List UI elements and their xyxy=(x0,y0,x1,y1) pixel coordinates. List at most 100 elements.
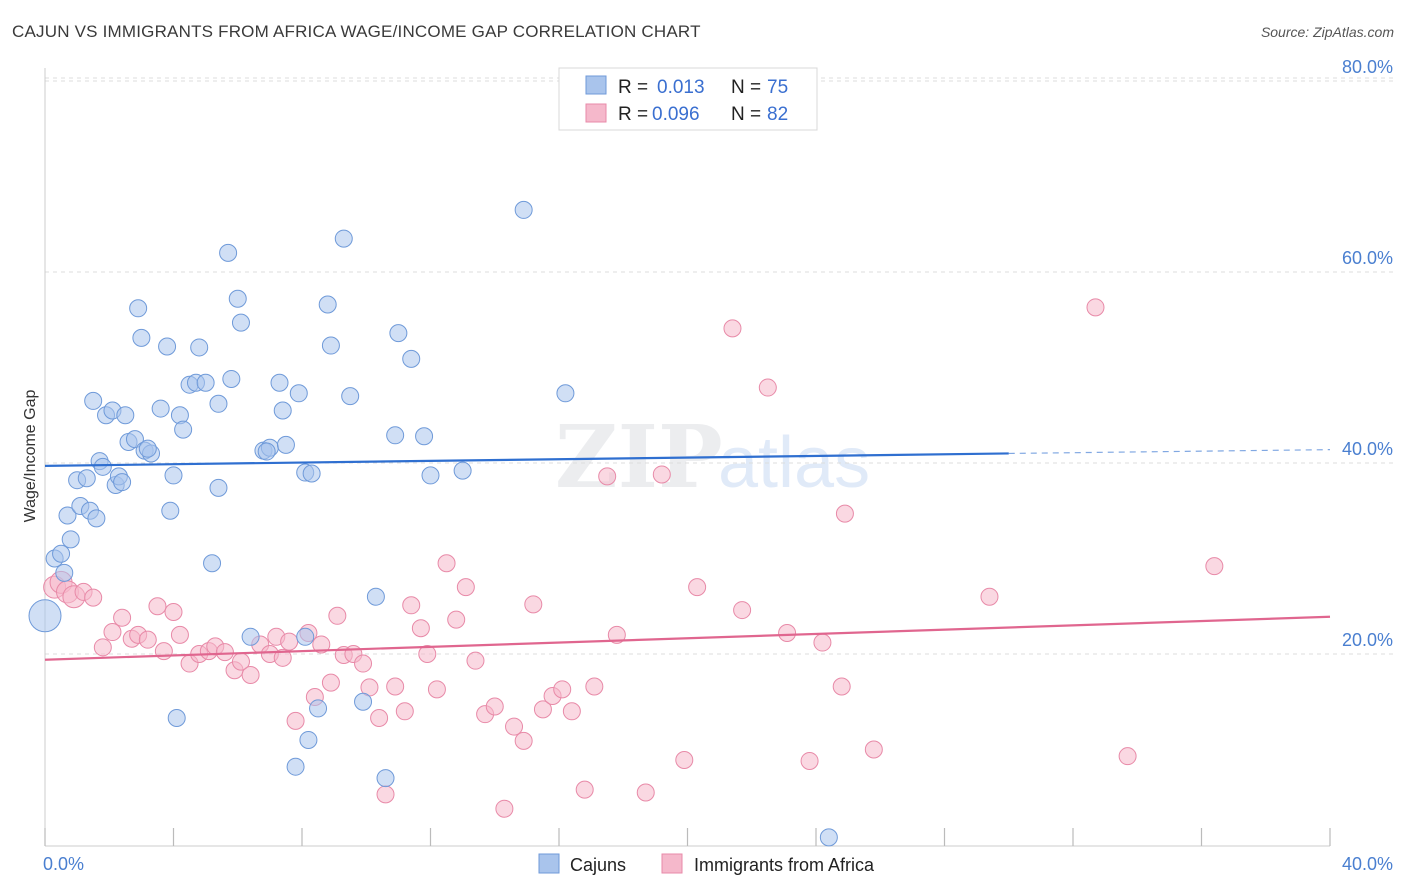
legend-n-label-cajuns: N = xyxy=(731,77,761,98)
point-cajuns xyxy=(354,692,373,711)
point-cajuns xyxy=(415,427,434,446)
point-cajuns xyxy=(190,338,209,357)
point-africa xyxy=(164,602,183,621)
correlation-legend: R = 0.013 N = 75 R = 0.096 N = 82 xyxy=(558,67,818,131)
chart-title: CAJUN VS IMMIGRANTS FROM AFRICA WAGE/INC… xyxy=(12,22,701,41)
point-cajuns xyxy=(273,401,292,420)
point-africa xyxy=(585,677,604,696)
point-africa xyxy=(813,633,832,652)
legend-n-label-africa: N = xyxy=(731,104,761,125)
point-cajuns xyxy=(161,501,180,520)
bottom-legend-swatch-cajuns xyxy=(538,853,560,874)
point-africa xyxy=(354,654,373,673)
point-cajuns xyxy=(556,384,575,403)
point-africa xyxy=(138,630,157,649)
point-africa xyxy=(485,697,504,716)
y-tick-label: 80.0% xyxy=(1342,57,1393,77)
point-cajuns xyxy=(376,769,395,788)
point-cajuns xyxy=(341,387,360,406)
point-africa xyxy=(328,606,347,625)
point-africa xyxy=(598,467,617,486)
trend-line-africa xyxy=(44,615,1331,661)
point-cajuns xyxy=(421,466,440,485)
point-africa xyxy=(636,783,655,802)
x-tick-label-max: 40.0% xyxy=(1342,854,1393,874)
point-africa xyxy=(215,643,234,662)
point-cajuns xyxy=(289,384,308,403)
point-africa xyxy=(437,554,456,573)
trend-lines xyxy=(44,449,1331,661)
point-cajuns xyxy=(514,200,533,219)
legend-n-value-africa: 82 xyxy=(767,104,788,125)
point-cajuns xyxy=(116,406,135,425)
point-cajuns xyxy=(219,243,238,262)
point-africa xyxy=(514,731,533,750)
point-cajuns xyxy=(819,828,838,847)
x-tick-label-min: 0.0% xyxy=(43,854,84,874)
point-africa xyxy=(402,596,421,615)
point-africa xyxy=(395,702,414,721)
y-axis-title: Wage/Income Gap xyxy=(22,390,39,523)
point-cajuns xyxy=(93,457,112,476)
point-cajuns xyxy=(28,599,62,633)
legend-swatch-africa xyxy=(585,103,607,123)
point-africa xyxy=(376,785,395,804)
legend-r-value-africa: 0.096 xyxy=(652,104,700,125)
y-tick-label: 60.0% xyxy=(1342,248,1393,268)
point-africa xyxy=(93,638,112,657)
point-cajuns xyxy=(321,336,340,355)
y-tick-label: 40.0% xyxy=(1342,439,1393,459)
point-cajuns xyxy=(366,587,385,606)
point-cajuns xyxy=(222,369,241,388)
point-africa xyxy=(553,680,572,699)
point-africa xyxy=(418,645,437,663)
point-cajuns xyxy=(84,391,103,410)
point-cajuns xyxy=(389,324,408,343)
point-africa xyxy=(321,673,340,692)
point-cajuns xyxy=(318,295,337,314)
point-africa xyxy=(411,619,430,638)
point-africa xyxy=(607,625,626,644)
point-africa xyxy=(427,680,446,699)
point-africa xyxy=(113,608,132,627)
point-cajuns xyxy=(203,554,222,573)
point-cajuns xyxy=(286,757,305,776)
axes xyxy=(44,68,1331,847)
point-cajuns xyxy=(299,730,318,749)
source-label: Source: ZipAtlas.com xyxy=(1260,24,1394,40)
point-cajuns xyxy=(52,544,71,563)
point-africa xyxy=(524,595,543,614)
point-cajuns xyxy=(138,439,157,458)
point-africa xyxy=(456,578,475,597)
point-africa xyxy=(505,717,524,736)
point-africa xyxy=(575,780,594,799)
point-cajuns xyxy=(61,530,80,549)
point-cajuns xyxy=(151,399,170,418)
point-africa xyxy=(778,623,797,642)
point-cajuns xyxy=(174,420,193,439)
point-africa xyxy=(733,601,752,620)
point-africa xyxy=(533,700,552,719)
point-africa xyxy=(562,702,581,721)
point-cajuns xyxy=(309,699,328,718)
point-cajuns xyxy=(209,394,228,413)
point-cajuns xyxy=(276,435,295,454)
point-africa xyxy=(386,677,405,696)
point-africa xyxy=(241,666,260,685)
point-africa xyxy=(800,751,819,770)
point-cajuns xyxy=(129,299,148,318)
point-africa xyxy=(652,465,671,484)
point-cajuns xyxy=(228,289,247,308)
legend-n-value-cajuns: 75 xyxy=(767,77,788,98)
point-africa xyxy=(370,708,389,727)
point-africa xyxy=(1118,747,1137,766)
bottom-legend-label-cajuns: Cajuns xyxy=(570,855,626,875)
point-cajuns xyxy=(113,473,132,492)
x-tick-labels: 0.0% 40.0% xyxy=(43,854,1393,874)
point-africa xyxy=(835,504,854,523)
trend-line-cajuns-extension xyxy=(1008,449,1331,455)
point-africa xyxy=(103,623,122,642)
point-africa xyxy=(148,597,167,616)
point-cajuns xyxy=(55,563,74,582)
point-africa xyxy=(723,319,742,338)
